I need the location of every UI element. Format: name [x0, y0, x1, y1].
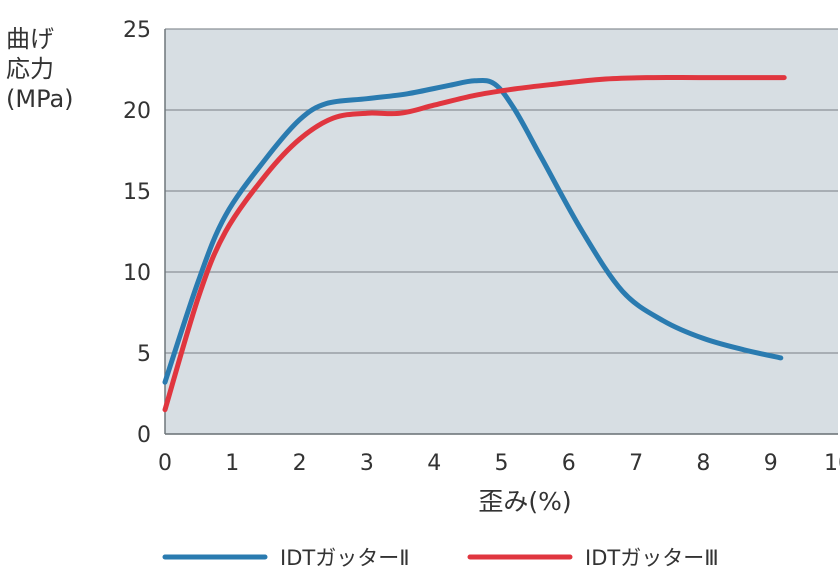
y-axis-label-line: 曲げ [6, 25, 54, 53]
x-tick-label: 6 [562, 451, 576, 476]
x-tick-label: 7 [629, 451, 643, 476]
y-tick-label: 25 [123, 18, 151, 43]
y-axis-label-line: 応力 [6, 55, 54, 83]
y-tick-label: 15 [123, 180, 151, 205]
x-axis-ticks: 0 1 2 3 4 5 6 7 8 9 10 [158, 451, 840, 476]
series-line-1 [162, 77, 784, 385]
y-axis-label: 曲げ 応力 (MPa) [6, 24, 74, 114]
y-tick-label: 10 [123, 261, 151, 286]
x-tick-label: 5 [495, 451, 509, 476]
y-tick-label: 0 [137, 423, 151, 448]
plot-background [165, 29, 838, 434]
x-axis-label: 歪み(%) [478, 487, 571, 516]
x-tick-label: 0 [158, 451, 172, 476]
series-lines [162, 74, 787, 413]
y-axis-label-line: (MPa) [6, 85, 74, 113]
y-axis-ticks: 0 5 10 15 20 25 [123, 18, 151, 448]
y-tick-label: 5 [137, 342, 151, 367]
grid-lines [164, 28, 838, 435]
x-tick-label: 3 [360, 451, 374, 476]
x-tick-label: 1 [225, 451, 239, 476]
x-tick-label: 2 [293, 451, 307, 476]
legend-label: IDTガッターⅢ [585, 546, 719, 570]
legend: IDTガッターⅡ IDTガッターⅢ [162, 546, 719, 570]
series-line-2 [162, 74, 787, 413]
x-tick-label: 10 [824, 451, 840, 476]
x-tick-label: 8 [696, 451, 710, 476]
y-tick-label: 20 [123, 99, 151, 124]
legend-label: IDTガッターⅡ [280, 546, 410, 570]
x-tick-label: 9 [764, 451, 778, 476]
x-tick-label: 4 [427, 451, 441, 476]
